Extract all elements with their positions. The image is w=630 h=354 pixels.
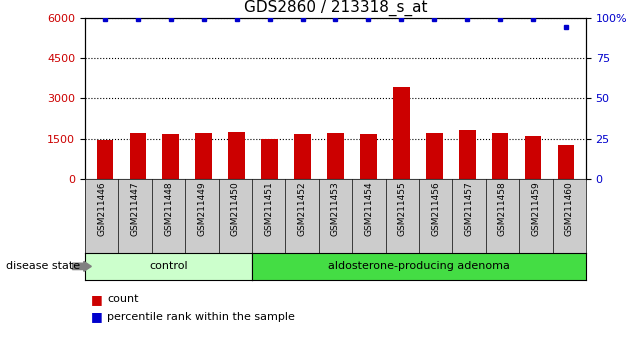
Text: ■: ■ [91, 293, 103, 306]
Text: disease state: disease state [6, 261, 81, 272]
Bar [426, 133, 442, 179]
Text: GSM211452: GSM211452 [297, 181, 307, 236]
Bar [558, 145, 575, 179]
Bar [130, 133, 146, 179]
Bar [327, 133, 344, 179]
Bar [261, 138, 278, 179]
Text: count: count [107, 294, 139, 304]
Bar [393, 87, 410, 179]
Text: GSM211450: GSM211450 [231, 181, 240, 236]
Bar [459, 131, 476, 179]
Bar [294, 135, 311, 179]
Text: GSM211449: GSM211449 [197, 181, 207, 236]
Text: GSM211448: GSM211448 [164, 181, 173, 236]
Bar [229, 132, 245, 179]
Bar [525, 136, 541, 179]
Bar [163, 135, 179, 179]
Text: GSM211457: GSM211457 [464, 181, 474, 236]
Text: GSM211447: GSM211447 [130, 181, 140, 236]
Text: GSM211460: GSM211460 [564, 181, 574, 236]
Text: GSM211454: GSM211454 [364, 181, 374, 236]
Bar [360, 135, 377, 179]
Text: GSM211455: GSM211455 [398, 181, 407, 236]
Text: aldosterone-producing adenoma: aldosterone-producing adenoma [328, 261, 510, 272]
Text: GSM211451: GSM211451 [264, 181, 273, 236]
Text: GSM211458: GSM211458 [498, 181, 507, 236]
Text: control: control [149, 261, 188, 272]
Bar [96, 140, 113, 179]
Bar [492, 133, 508, 179]
Text: ■: ■ [91, 310, 103, 323]
Text: GSM211459: GSM211459 [531, 181, 541, 236]
Text: GSM211446: GSM211446 [97, 181, 106, 236]
Title: GDS2860 / 213318_s_at: GDS2860 / 213318_s_at [244, 0, 427, 16]
Bar [195, 133, 212, 179]
Text: GSM211453: GSM211453 [331, 181, 340, 236]
Text: percentile rank within the sample: percentile rank within the sample [107, 312, 295, 322]
Text: GSM211456: GSM211456 [431, 181, 440, 236]
